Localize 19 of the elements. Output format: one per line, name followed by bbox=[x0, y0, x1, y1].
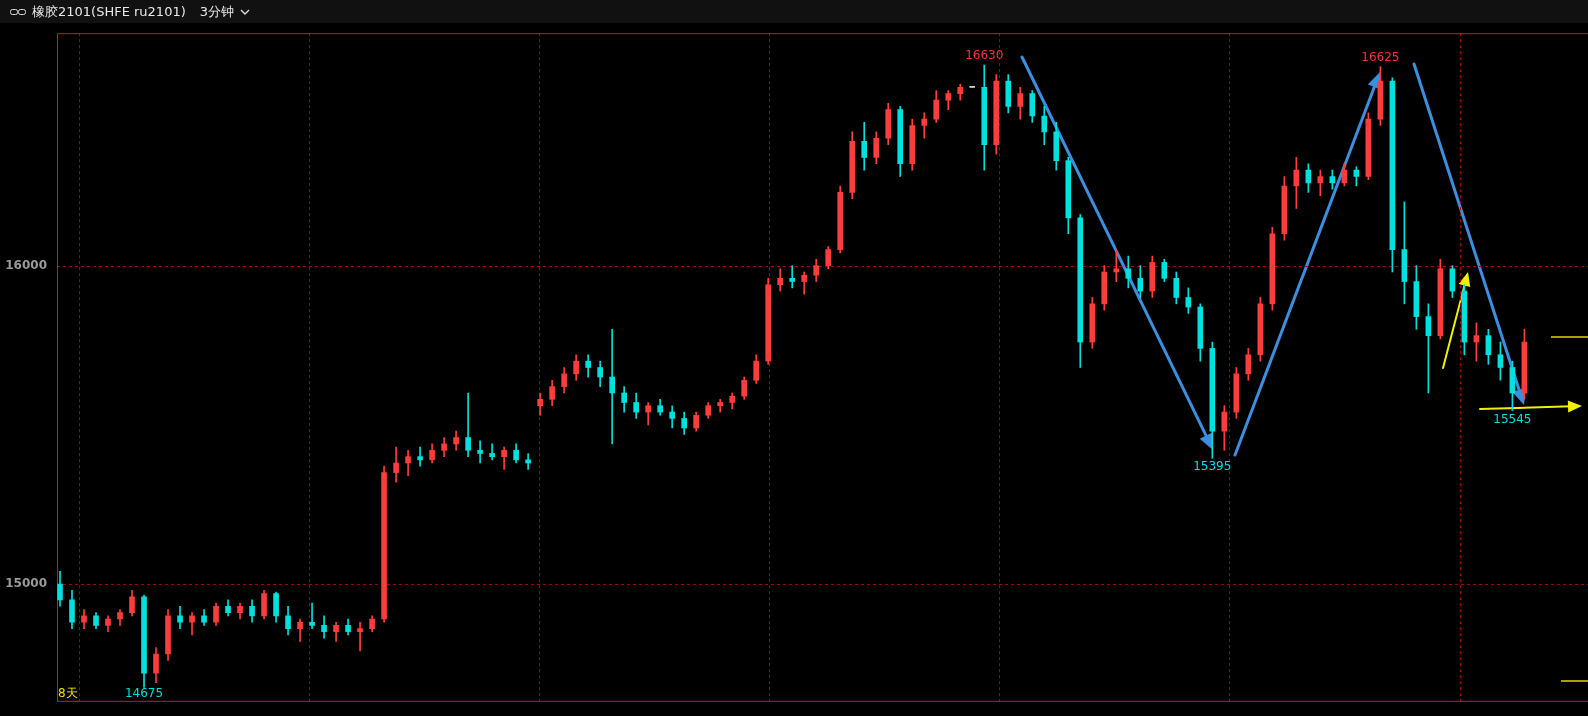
annotation: 16630 bbox=[965, 48, 1004, 63]
candlestick bbox=[1113, 249, 1120, 282]
annotation: 15545 bbox=[1493, 411, 1532, 426]
annotation: 14675 bbox=[124, 685, 164, 700]
candlestick bbox=[609, 328, 615, 445]
chart-title: 橡胶2101(SHFE ru2101) bbox=[32, 2, 186, 21]
y-tick-label: 15000 bbox=[5, 576, 47, 591]
annotation: 16625 bbox=[1361, 49, 1400, 64]
annotation: 8天 bbox=[58, 685, 78, 700]
candlestick bbox=[789, 265, 796, 289]
candlestick bbox=[477, 440, 483, 464]
candlestick bbox=[309, 602, 315, 629]
candlestick bbox=[465, 392, 471, 457]
y-tick-label: 16000 bbox=[5, 257, 47, 272]
candlestick bbox=[417, 446, 423, 467]
candlestick bbox=[357, 621, 363, 652]
chart-subtitle: 3分钟 bbox=[199, 2, 235, 21]
annotation: 15395 bbox=[1193, 459, 1232, 474]
candlestick bbox=[921, 112, 928, 139]
